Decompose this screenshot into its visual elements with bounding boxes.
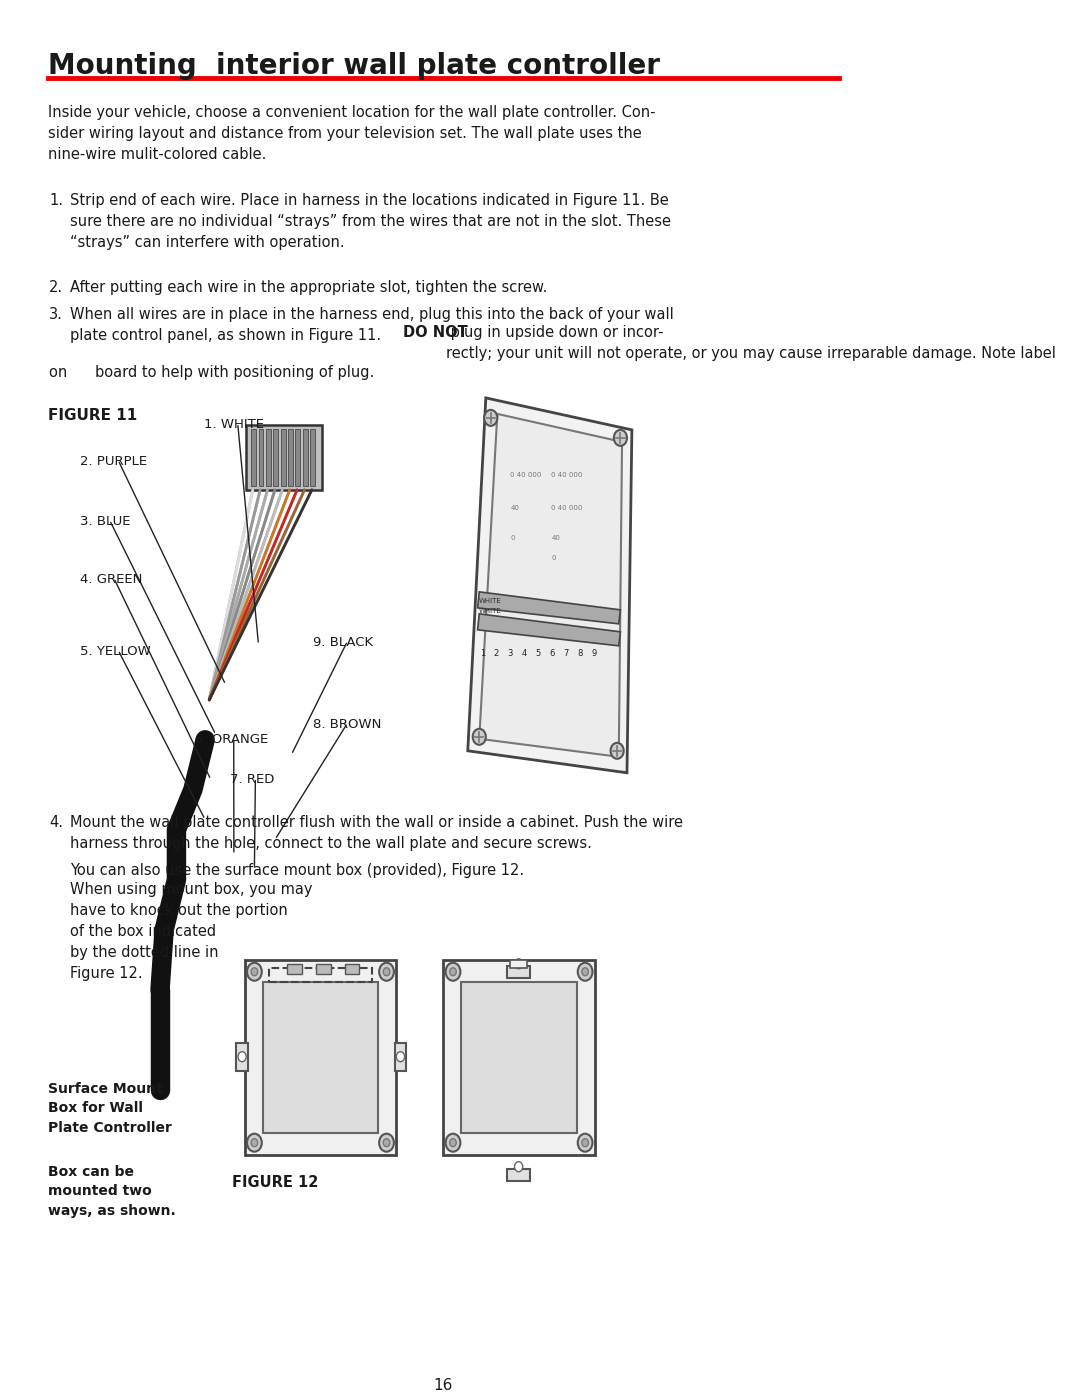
- Bar: [262, 982, 378, 1133]
- Text: 2: 2: [494, 650, 499, 658]
- Text: You can also use the surface mount box (provided), Figure 12.: You can also use the surface mount box (…: [70, 863, 524, 877]
- Circle shape: [449, 968, 456, 975]
- Text: 3: 3: [508, 650, 513, 658]
- Bar: [287, 964, 302, 974]
- Bar: [508, 965, 530, 978]
- Text: DO NOT: DO NOT: [403, 326, 468, 339]
- Circle shape: [484, 409, 497, 426]
- Text: 9: 9: [592, 650, 597, 658]
- Text: After putting each wire in the appropriate slot, tighten the screw.: After putting each wire in the appropria…: [70, 279, 548, 295]
- Text: 0: 0: [511, 535, 515, 541]
- Text: 4: 4: [522, 650, 527, 658]
- Bar: [443, 960, 595, 1155]
- Text: WHITE: WHITE: [480, 608, 502, 613]
- Text: 3. BLUE: 3. BLUE: [80, 515, 130, 528]
- Polygon shape: [477, 592, 620, 624]
- Bar: [244, 960, 396, 1155]
- Text: 4. GREEN: 4. GREEN: [80, 573, 141, 585]
- Circle shape: [252, 968, 258, 975]
- Circle shape: [610, 743, 623, 759]
- Text: 1: 1: [480, 650, 485, 658]
- Text: 1.: 1.: [50, 193, 64, 208]
- Text: on      board to help with positioning of plug.: on board to help with positioning of plu…: [50, 365, 375, 380]
- Circle shape: [379, 1134, 394, 1151]
- Text: 5. YELLOW: 5. YELLOW: [80, 645, 150, 658]
- Text: 7. RED: 7. RED: [230, 773, 274, 785]
- Text: Box can be
mounted two
ways, as shown.: Box can be mounted two ways, as shown.: [48, 1165, 175, 1218]
- Bar: [252, 429, 256, 486]
- Bar: [237, 1042, 247, 1070]
- Text: 16: 16: [433, 1377, 453, 1393]
- Text: Inside your vehicle, choose a convenient location for the wall plate controller.: Inside your vehicle, choose a convenient…: [48, 105, 656, 162]
- Text: When all wires are in place in the harness end, plug this into the back of your : When all wires are in place in the harne…: [70, 307, 674, 342]
- Text: 40: 40: [511, 504, 519, 511]
- Bar: [296, 429, 300, 486]
- Bar: [273, 429, 279, 486]
- Circle shape: [383, 968, 390, 975]
- Bar: [310, 429, 315, 486]
- Text: 2. PURPLE: 2. PURPLE: [80, 455, 147, 468]
- Text: 6. ORANGE: 6. ORANGE: [195, 733, 269, 746]
- Polygon shape: [477, 613, 620, 645]
- Circle shape: [379, 963, 394, 981]
- Circle shape: [473, 729, 486, 745]
- Text: Mounting  interior wall plate controller: Mounting interior wall plate controller: [48, 52, 660, 80]
- Bar: [288, 429, 293, 486]
- Circle shape: [446, 1134, 460, 1151]
- Circle shape: [578, 963, 593, 981]
- Bar: [511, 960, 527, 968]
- Text: FIGURE 11: FIGURE 11: [48, 408, 137, 423]
- Circle shape: [252, 1139, 258, 1147]
- Circle shape: [582, 968, 589, 975]
- Bar: [269, 968, 372, 982]
- Text: 8. BROWN: 8. BROWN: [313, 718, 382, 731]
- Text: plug in upside down or incor-
rectly; your unit will not operate, or you may cau: plug in upside down or incor- rectly; yo…: [446, 326, 1055, 360]
- Circle shape: [446, 963, 460, 981]
- Bar: [246, 425, 322, 490]
- Text: 8: 8: [578, 650, 583, 658]
- Bar: [461, 982, 577, 1133]
- Bar: [258, 429, 264, 486]
- Text: 4.: 4.: [50, 814, 64, 830]
- Text: Mount the wall plate controller flush with the wall or inside a cabinet. Push th: Mount the wall plate controller flush wi…: [70, 814, 683, 851]
- Text: When using mount box, you may
have to knock out the portion
of the box indicated: When using mount box, you may have to kn…: [70, 882, 312, 981]
- Circle shape: [578, 1134, 593, 1151]
- Circle shape: [396, 1052, 405, 1062]
- Circle shape: [383, 1139, 390, 1147]
- Text: 3.: 3.: [50, 307, 63, 321]
- Bar: [345, 964, 360, 974]
- Text: FIGURE 12: FIGURE 12: [232, 1175, 319, 1190]
- Bar: [316, 964, 330, 974]
- Circle shape: [247, 963, 261, 981]
- Text: 2.: 2.: [50, 279, 64, 295]
- Bar: [302, 429, 308, 486]
- Polygon shape: [468, 398, 632, 773]
- Text: 0: 0: [552, 555, 556, 560]
- Circle shape: [247, 1134, 261, 1151]
- Circle shape: [238, 1052, 246, 1062]
- Text: 0 40 000: 0 40 000: [552, 472, 583, 478]
- Text: 1. WHITE: 1. WHITE: [203, 418, 264, 430]
- Text: Strip end of each wire. Place in harness in the locations indicated in Figure 11: Strip end of each wire. Place in harness…: [70, 193, 671, 250]
- Circle shape: [449, 1139, 456, 1147]
- Bar: [266, 429, 271, 486]
- Bar: [394, 1042, 406, 1070]
- Text: WHITE: WHITE: [480, 598, 502, 604]
- Circle shape: [582, 1139, 589, 1147]
- Text: 0 40 000: 0 40 000: [511, 472, 542, 478]
- Text: 6: 6: [550, 650, 555, 658]
- Circle shape: [514, 958, 523, 968]
- Text: 5: 5: [536, 650, 541, 658]
- Circle shape: [613, 430, 627, 446]
- Bar: [281, 429, 285, 486]
- Text: 0 40 000: 0 40 000: [552, 504, 583, 511]
- Bar: [508, 1169, 530, 1180]
- Text: 9. BLACK: 9. BLACK: [313, 636, 374, 648]
- Text: 40: 40: [552, 535, 561, 541]
- Polygon shape: [480, 414, 622, 757]
- Text: Surface Mount
Box for Wall
Plate Controller: Surface Mount Box for Wall Plate Control…: [48, 1081, 172, 1134]
- Text: 7: 7: [564, 650, 569, 658]
- Circle shape: [514, 1162, 523, 1172]
